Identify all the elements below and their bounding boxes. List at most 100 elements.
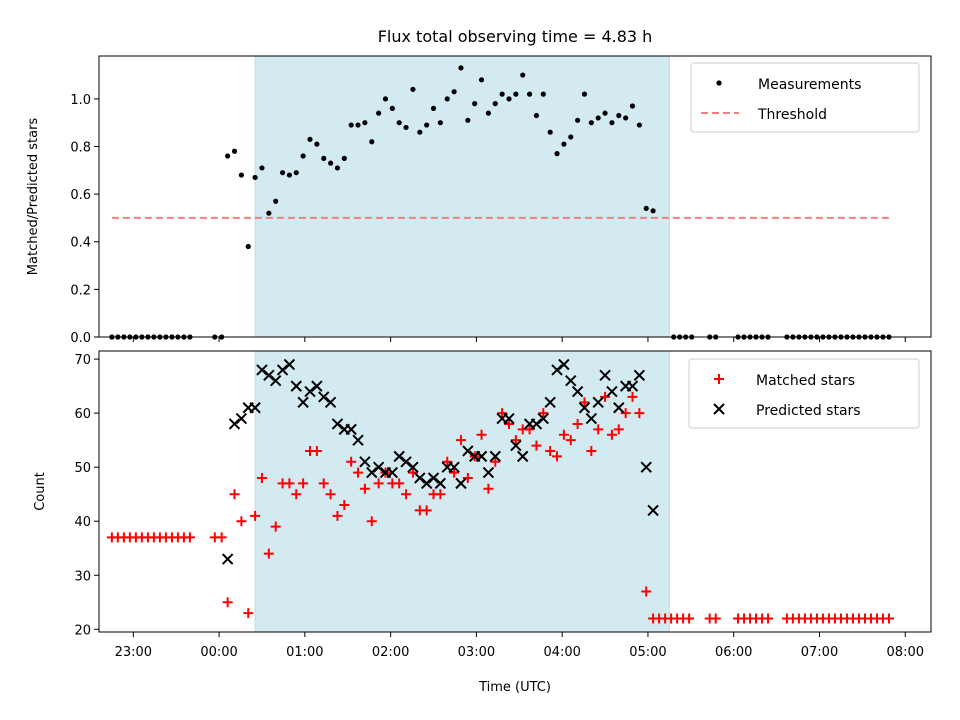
x-tick-label: 05:00 [629,645,666,660]
measurement-point [650,208,656,214]
matched-star-marker [558,429,569,440]
x-tick-label: 01:00 [286,645,323,660]
matched-star-marker [298,478,309,489]
bottom-panel: 20 30 40 50 60 70 23:00 00:00 01:00 02:00 03:00 04:… [33,350,932,695]
chart-title: Flux total observing time = 4.83 h [378,27,653,46]
measurement-point [252,174,258,181]
predicted-star-marker [366,466,378,479]
measurement-point [273,198,279,204]
measurement-point [513,91,519,97]
measurement-point [417,129,423,135]
matched-star-marker [236,516,247,527]
matched-star-marker [503,418,514,429]
matched-star-marker [455,435,466,446]
predicted-star-marker [304,385,316,398]
predicted-star-marker [606,385,618,398]
matched-star-marker [339,500,350,511]
matched-star-marker [263,548,274,559]
matched-star-marker [883,613,894,624]
legend-label: Matched stars [756,373,855,389]
predicted-star-marker [311,380,323,392]
matched-star-marker [332,510,343,521]
matched-star-marker [373,478,384,489]
predicted-star-marker [633,369,646,382]
predicted-star-marker [420,477,433,490]
y-tick-label: 30 [74,569,91,584]
predicted-star-marker [235,412,248,425]
matched-star-marker [284,478,295,489]
matched-star-marker [449,467,460,478]
measurement-point [279,170,286,176]
predicted-star-marker [256,364,268,376]
predicted-star-marker [386,466,399,479]
predicted-star-marker [551,364,563,376]
matched-star-marker [435,489,446,500]
y-tick-label: 1.0 [70,93,91,108]
matched-star-marker [763,613,774,624]
measurement-point [266,210,272,216]
matched-star-marker [586,445,597,456]
measurement-point [478,77,485,83]
matched-star-marker [216,532,227,543]
predicted-star-marker [434,477,447,490]
predicted-star-marker [249,402,261,414]
legend-label: Threshold [757,107,827,123]
observing-window-bottom [254,350,670,633]
x-axis-label: Time (UTC) [478,680,551,695]
predicted-star-marker [400,456,412,468]
measurement-point [300,153,306,159]
matched-star-marker [270,521,281,532]
measurement-point [293,170,299,176]
predicted-star-marker [537,412,550,425]
measurement-point [444,96,450,102]
x-tick-label: 07:00 [801,645,838,660]
matched-star-marker [353,467,364,478]
measurement-point [533,112,540,119]
measurement-point [334,165,341,171]
matched-star-marker [184,532,195,543]
matched-star-marker [222,597,233,608]
measurement-point [492,101,498,107]
predicted-star-marker [221,553,234,565]
matched-star-marker [401,489,412,500]
measurement-point [547,129,553,135]
bottom-plot-frame [98,350,932,633]
matched-star-marker [318,478,329,489]
top-y-axis-label: Matched/Predicted stars [26,118,41,276]
bottom-legend: Matched stars Predicted stars [688,358,920,429]
matched-star-marker [476,429,487,440]
matched-star-marker [627,391,638,402]
predicted-star-marker [352,434,364,446]
matched-star-marker [462,472,473,483]
measurement-point [321,155,327,161]
matched-star-marker [311,445,322,456]
measurement-point [238,172,244,178]
measurement-point [458,65,464,71]
measurement-point [554,151,560,157]
x-tick-label: 04:00 [543,645,580,660]
measurement-point [389,105,395,111]
matched-star-marker [538,408,549,419]
measurement-point [561,141,567,147]
matched-star-marker [552,451,563,462]
measurement-point [485,110,492,116]
matched-star-marker [572,418,583,429]
matched-star-marker [579,397,590,408]
predicted-star-marker [613,402,625,414]
top-legend: Measurements Threshold [690,62,920,133]
x-tick-label: 06:00 [715,645,752,660]
predicted-star-marker [592,396,604,409]
predicted-star-marker [393,450,405,463]
measurement-point [526,91,533,97]
y-tick-label: 0.0 [70,331,91,346]
matched-star-marker [243,608,254,619]
predicted-star-marker [647,504,659,517]
predicted-star-marker [578,402,591,414]
matched-star-marker [229,489,240,500]
measurement-point [369,139,375,145]
matched-star-marker [407,467,418,478]
predicted-star-marker [455,477,467,490]
y-tick-label: 70 [74,353,91,368]
matched-star-marker [545,445,556,456]
predicted-star-marker [331,418,344,430]
